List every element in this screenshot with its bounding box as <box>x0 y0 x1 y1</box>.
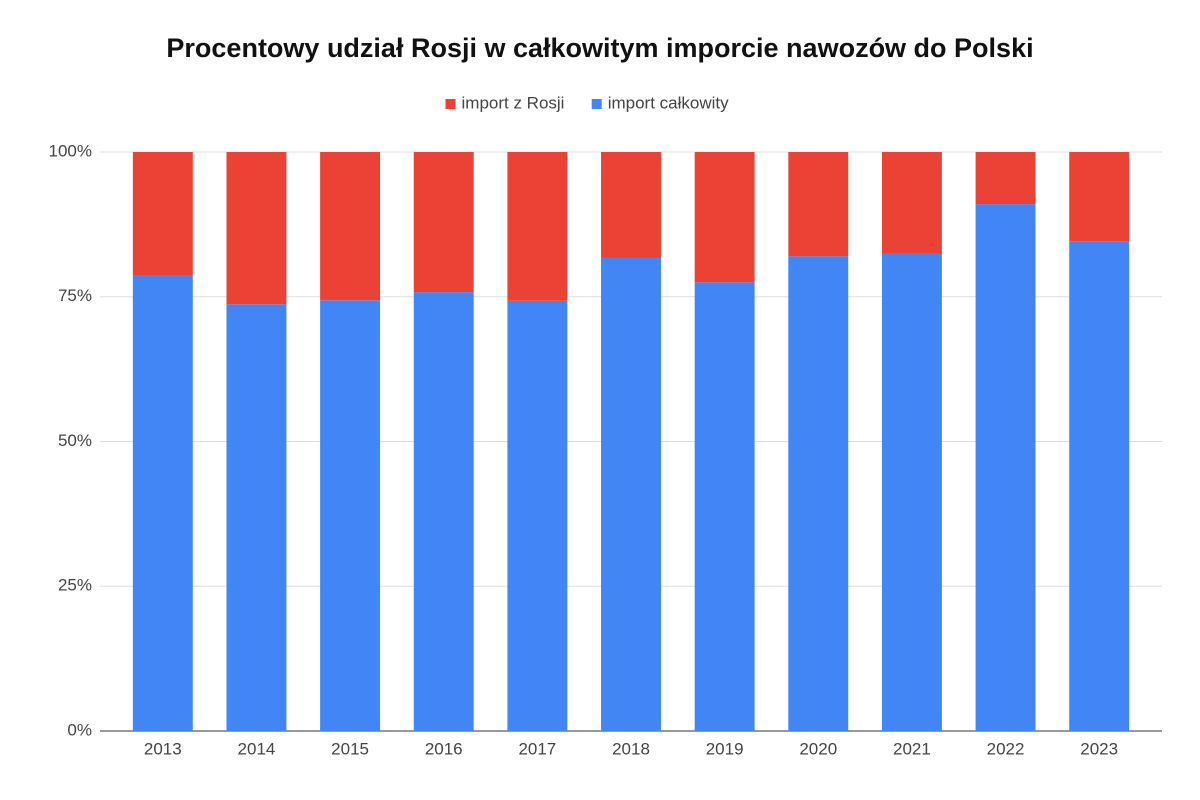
bar-segment <box>132 275 193 731</box>
legend-swatch <box>591 99 602 109</box>
bar-segment <box>132 152 193 276</box>
x-tick-label: 2018 <box>612 739 650 758</box>
bar-segment <box>975 152 1036 205</box>
chart-title: Procentowy udział Rosji w całkowitym imp… <box>166 33 1033 63</box>
y-tick-label: 75% <box>58 286 92 305</box>
bar-segment <box>1069 241 1130 731</box>
x-tick-label: 2017 <box>518 739 556 758</box>
bar-segment <box>601 257 661 731</box>
bar-segment <box>320 152 381 301</box>
bar-segment <box>881 152 942 254</box>
bar-segment <box>788 152 849 257</box>
bar-segment <box>226 304 287 731</box>
bar-segment <box>881 253 942 732</box>
y-tick-label: 25% <box>58 576 92 595</box>
legend-label: import z Rosji <box>462 93 565 112</box>
y-tick-label: 0% <box>67 720 92 739</box>
bar-segment <box>601 152 661 258</box>
x-tick-label: 2022 <box>987 739 1025 758</box>
x-tick-label: 2023 <box>1080 739 1118 758</box>
legend-label: import całkowity <box>608 93 729 112</box>
y-tick-label: 100% <box>49 141 92 160</box>
bar-segment <box>507 300 568 731</box>
bar-segment <box>1069 152 1130 242</box>
bar-segment <box>507 152 568 301</box>
x-tick-label: 2014 <box>238 739 276 758</box>
bar-segment <box>320 300 381 731</box>
bar-segment <box>413 152 474 293</box>
y-tick-label: 50% <box>58 431 92 450</box>
x-tick-label: 2021 <box>893 739 931 758</box>
bar-segment <box>413 292 474 731</box>
x-tick-label: 2019 <box>706 739 744 758</box>
bar-segment <box>975 204 1036 732</box>
bar-segment <box>226 152 287 305</box>
x-tick-label: 2020 <box>799 739 837 758</box>
x-tick-label: 2013 <box>144 739 182 758</box>
bar-segment <box>694 152 755 283</box>
bar-segment <box>788 256 849 731</box>
legend-swatch <box>445 99 456 109</box>
x-tick-label: 2015 <box>331 739 369 758</box>
bar-segment <box>694 282 755 731</box>
x-tick-label: 2016 <box>425 739 463 758</box>
